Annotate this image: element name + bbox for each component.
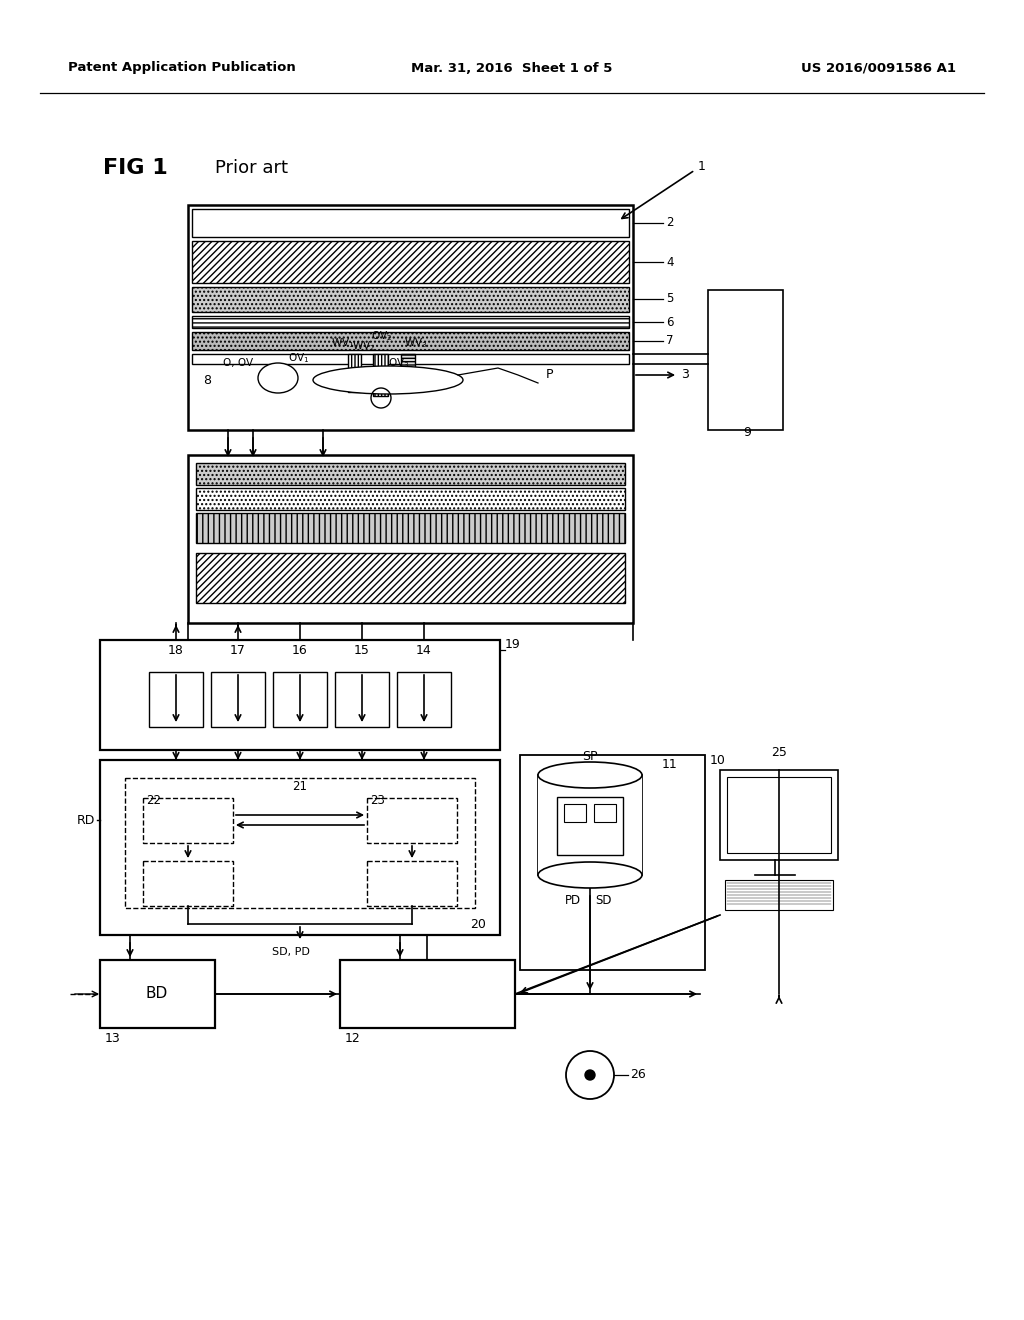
Bar bbox=[196, 553, 625, 603]
Bar bbox=[273, 672, 327, 727]
Bar bbox=[193, 209, 629, 238]
Text: 12: 12 bbox=[345, 1031, 360, 1044]
Text: 22: 22 bbox=[146, 795, 161, 808]
Bar bbox=[143, 799, 233, 843]
Text: 9: 9 bbox=[743, 426, 751, 440]
Bar bbox=[725, 880, 833, 909]
Bar bbox=[193, 333, 629, 350]
Text: 10: 10 bbox=[710, 754, 726, 767]
Text: 20: 20 bbox=[470, 919, 485, 932]
Bar bbox=[520, 755, 705, 970]
Text: WV$_1$: WV$_1$ bbox=[331, 337, 354, 350]
Bar bbox=[594, 804, 616, 822]
Bar bbox=[196, 513, 625, 543]
Text: 18: 18 bbox=[168, 644, 184, 656]
Circle shape bbox=[585, 1071, 595, 1080]
Ellipse shape bbox=[538, 862, 642, 888]
Text: 13: 13 bbox=[105, 1031, 121, 1044]
Text: Patent Application Publication: Patent Application Publication bbox=[68, 62, 296, 74]
Text: BD: BD bbox=[145, 986, 168, 1002]
Bar bbox=[397, 672, 451, 727]
Bar bbox=[727, 777, 831, 853]
Ellipse shape bbox=[538, 762, 642, 788]
Bar bbox=[720, 770, 838, 861]
Text: 11: 11 bbox=[662, 759, 678, 771]
Bar bbox=[196, 463, 625, 484]
Bar bbox=[150, 672, 203, 727]
Text: P: P bbox=[546, 368, 554, 381]
Text: 7: 7 bbox=[666, 334, 674, 347]
Text: 8: 8 bbox=[203, 374, 211, 387]
Text: RD: RD bbox=[77, 813, 95, 826]
Text: 21: 21 bbox=[293, 780, 307, 792]
Text: 6: 6 bbox=[666, 315, 674, 329]
Text: WV$_3$: WV$_3$ bbox=[404, 337, 428, 350]
Bar bbox=[564, 804, 586, 822]
Text: 1: 1 bbox=[698, 161, 706, 173]
Bar bbox=[193, 286, 629, 312]
Text: 3: 3 bbox=[681, 368, 689, 381]
Bar bbox=[538, 775, 642, 875]
Text: OV$_3$: OV$_3$ bbox=[388, 356, 410, 370]
Text: Prior art: Prior art bbox=[215, 158, 288, 177]
Bar bbox=[188, 455, 633, 623]
Text: 25: 25 bbox=[771, 746, 786, 759]
Bar bbox=[348, 354, 361, 392]
Bar bbox=[193, 242, 629, 282]
Bar bbox=[401, 354, 415, 389]
Text: 15: 15 bbox=[354, 644, 370, 656]
Text: WV$_2$: WV$_2$ bbox=[352, 339, 376, 352]
Text: SP: SP bbox=[583, 751, 598, 763]
Bar bbox=[196, 488, 625, 510]
Bar bbox=[340, 960, 515, 1028]
Bar bbox=[367, 799, 457, 843]
Text: 23: 23 bbox=[370, 795, 385, 808]
Text: 17: 17 bbox=[230, 644, 246, 656]
Text: 5: 5 bbox=[666, 293, 674, 305]
Bar bbox=[708, 290, 783, 430]
Bar bbox=[367, 861, 457, 906]
Text: O, OV: O, OV bbox=[223, 358, 253, 368]
Text: FIG 1: FIG 1 bbox=[103, 158, 168, 178]
Bar bbox=[211, 672, 265, 727]
Text: Mar. 31, 2016  Sheet 1 of 5: Mar. 31, 2016 Sheet 1 of 5 bbox=[412, 62, 612, 74]
Bar bbox=[335, 672, 389, 727]
Bar bbox=[188, 205, 633, 430]
Text: 2: 2 bbox=[666, 216, 674, 230]
Text: 19: 19 bbox=[505, 639, 521, 652]
Text: OV$_2$: OV$_2$ bbox=[371, 329, 392, 343]
Bar bbox=[100, 640, 500, 750]
Bar bbox=[143, 861, 233, 906]
Ellipse shape bbox=[313, 366, 463, 393]
Text: 26: 26 bbox=[630, 1068, 646, 1081]
Text: SD: SD bbox=[595, 894, 611, 907]
Text: SD, PD: SD, PD bbox=[272, 946, 310, 957]
Bar bbox=[100, 760, 500, 935]
Text: 14: 14 bbox=[416, 644, 432, 656]
Text: US 2016/0091586 A1: US 2016/0091586 A1 bbox=[801, 62, 956, 74]
Bar bbox=[373, 354, 388, 396]
Bar bbox=[125, 777, 475, 908]
Text: PD: PD bbox=[565, 894, 582, 907]
Ellipse shape bbox=[258, 363, 298, 393]
Text: 4: 4 bbox=[666, 256, 674, 268]
Bar bbox=[193, 354, 629, 364]
Bar bbox=[193, 315, 629, 327]
Text: OV$_1$: OV$_1$ bbox=[288, 351, 309, 364]
Bar bbox=[100, 960, 215, 1028]
Text: 16: 16 bbox=[292, 644, 308, 656]
Bar bbox=[557, 797, 623, 855]
